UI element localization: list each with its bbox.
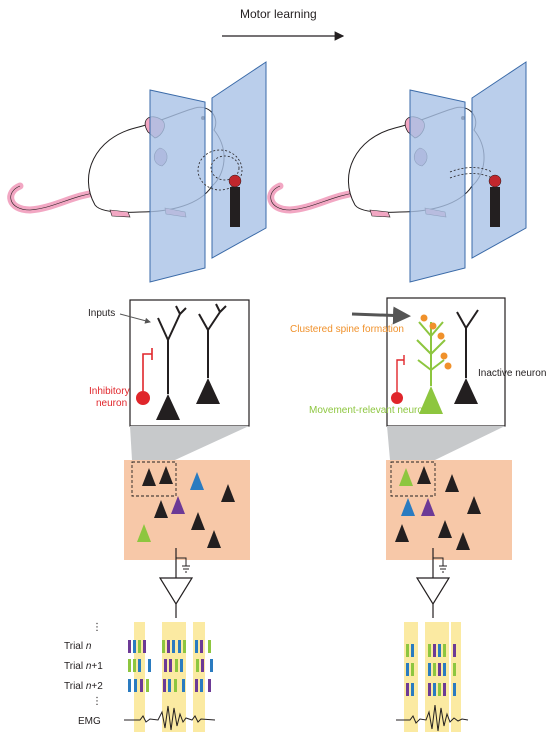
- raster-row: [128, 679, 211, 692]
- raster-row: [406, 683, 456, 696]
- tissue-after: [386, 460, 512, 560]
- label-inhibitory-2: neuron: [96, 398, 127, 409]
- pellet-pedestal: [230, 187, 240, 227]
- neuron-soma-blue: [401, 498, 415, 516]
- spine: [437, 332, 445, 340]
- trial-labels: ⋮ Trial n Trial n+1 Trial n+2 ⋮ EMG: [64, 622, 103, 727]
- pyramidal-neuron: [156, 305, 187, 420]
- raster-before: [124, 622, 216, 732]
- panel-front-after: [409, 89, 466, 283]
- spine: [444, 362, 452, 370]
- raster-row: [406, 663, 456, 676]
- amplifier-after: [415, 548, 451, 618]
- trial-n-label: Trial n: [64, 641, 92, 652]
- neuron-soma: [456, 532, 470, 550]
- circuit-box-after: Clustered spine formation Inactive neuro…: [290, 297, 546, 427]
- title-motor-learning: Motor learning: [240, 7, 317, 21]
- amplifier-before: [158, 548, 194, 618]
- rat-scene-after: [271, 61, 527, 283]
- spine: [420, 314, 428, 322]
- neuron-soma: [438, 520, 452, 538]
- inputs-arrow-strong: [351, 306, 411, 325]
- zoom-connector-after: [387, 426, 505, 460]
- neuron-soma: [445, 474, 459, 492]
- inhibitory-neuron: [136, 348, 153, 405]
- ellipsis-bottom: ⋮: [92, 696, 102, 707]
- emg-label: EMG: [78, 716, 101, 727]
- ellipsis-top: ⋮: [92, 622, 102, 633]
- inactive-neuron: [454, 309, 479, 404]
- raster-row: [128, 659, 213, 672]
- neuron-soma: [191, 512, 205, 530]
- spine: [440, 352, 448, 360]
- pyramidal-neuron: [196, 303, 227, 404]
- emg-trace: [396, 704, 469, 732]
- neuron-soma: [221, 484, 235, 502]
- neuron-soma: [142, 468, 156, 486]
- emg-trace: [124, 705, 216, 731]
- inhibitory-neuron: [391, 355, 405, 404]
- zoom-region: [131, 461, 177, 497]
- neuron-soma-blue: [190, 472, 204, 490]
- neuron-soma-purple: [421, 498, 435, 516]
- pellet-pedestal: [490, 187, 500, 227]
- neuron-soma: [467, 496, 481, 514]
- movement-relevant-neuron: [416, 321, 446, 414]
- neuron-soma-green: [137, 524, 151, 542]
- spine: [429, 322, 437, 330]
- label-inputs: Inputs: [88, 308, 115, 319]
- raster-row: [406, 644, 456, 657]
- label-movement-relevant: Movement-relevant neuron: [309, 405, 429, 416]
- raster-after: [396, 622, 469, 732]
- panel-back-after: [471, 61, 527, 259]
- inputs-arrow: [119, 313, 151, 324]
- neuron-soma-green: [399, 468, 413, 486]
- neuron-soma: [395, 524, 409, 542]
- label-inactive-neuron: Inactive neuron: [478, 368, 546, 379]
- trial-n1-label: Trial n+1: [64, 661, 103, 672]
- pellet: [488, 174, 502, 188]
- neuron-soma: [159, 466, 173, 484]
- zoom-region: [390, 461, 436, 497]
- trial-n2-label: Trial n+2: [64, 681, 103, 692]
- rat-scene-before: [11, 61, 267, 283]
- reach-trajectories: [197, 149, 243, 191]
- label-inhibitory-1: Inhibitory: [89, 386, 130, 397]
- pellet: [228, 174, 242, 188]
- panel-front-before: [149, 89, 206, 283]
- circuit-box-before: Inputs Inhibitory neuron: [88, 299, 250, 427]
- raster-row: [128, 640, 211, 653]
- label-clustered-spine: Clustered spine formation: [290, 324, 404, 335]
- neuron-soma: [154, 500, 168, 518]
- neuron-soma-purple: [171, 496, 185, 514]
- neuron-soma: [207, 530, 221, 548]
- neuron-soma: [417, 466, 431, 484]
- zoom-connector-before: [130, 426, 249, 460]
- tissue-before: [124, 460, 250, 560]
